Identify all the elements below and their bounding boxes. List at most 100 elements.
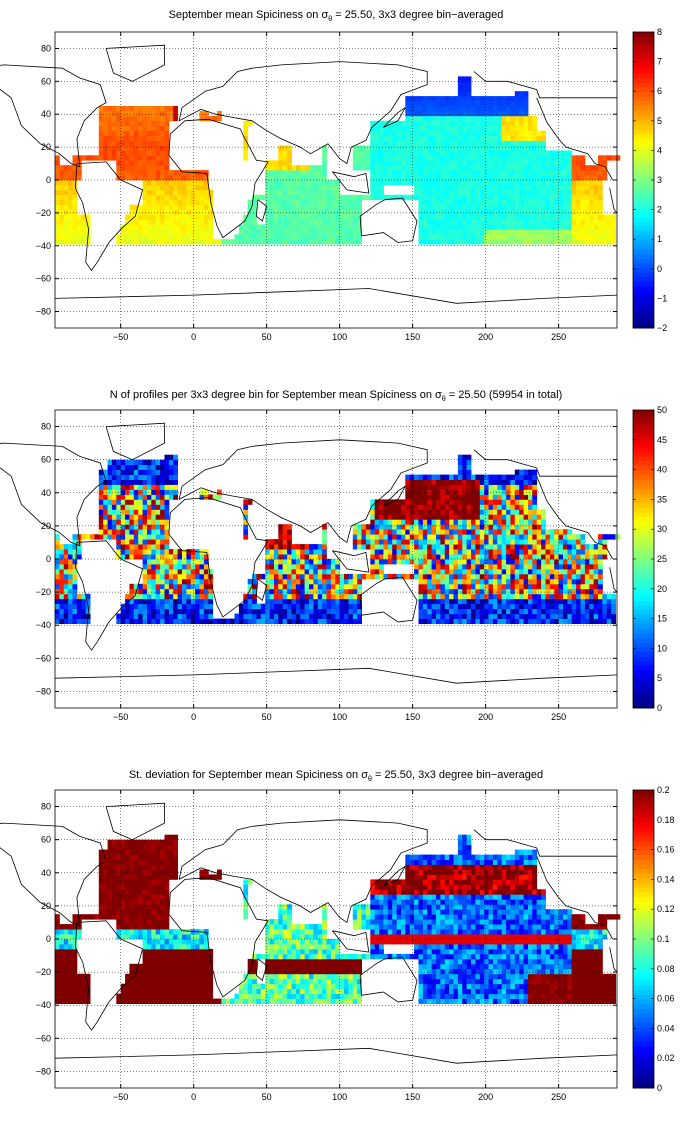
heatmap-cell [282, 175, 288, 181]
heatmap-cell [453, 96, 459, 102]
heatmap-cell [168, 464, 174, 470]
heatmap-cell [274, 194, 279, 201]
heatmap-cell [457, 564, 463, 570]
heatmap-cell [475, 573, 481, 580]
heatmap-cell [436, 489, 441, 495]
heatmap-cell [497, 204, 503, 210]
heatmap-cell [532, 554, 538, 560]
heatmap-cell [466, 184, 472, 191]
heatmap-cell [444, 578, 450, 585]
heatmap-cell [177, 549, 183, 555]
heatmap-cell [457, 115, 463, 122]
heatmap-cell [475, 180, 481, 186]
heatmap-cell [396, 130, 402, 136]
heatmap-cell [186, 559, 192, 565]
heatmap-cell [436, 549, 441, 555]
heatmap-cell [501, 150, 507, 156]
heatmap-cell [339, 598, 345, 605]
heatmap-cell [523, 170, 529, 176]
heatmap-cell [98, 115, 104, 122]
heatmap-cell [471, 588, 476, 595]
heatmap-cell [313, 180, 319, 186]
heatmap-cell [501, 239, 507, 245]
heatmap-cell [488, 608, 494, 615]
heatmap-cell [116, 539, 122, 545]
heatmap-cell [357, 209, 362, 215]
heatmap-cell [523, 229, 529, 235]
heatmap-cell [414, 549, 419, 555]
heatmap-cell [396, 165, 402, 171]
heatmap-cell [541, 160, 546, 166]
heatmap-cell [418, 489, 424, 495]
colorbar-segment [633, 212, 654, 218]
heatmap-cell [269, 583, 275, 590]
heatmap-cell [133, 459, 139, 466]
heatmap-cell [602, 214, 608, 220]
grid-lines [55, 32, 617, 328]
heatmap-cell [471, 101, 476, 107]
heatmap-cell [571, 568, 577, 575]
heatmap-cell [475, 110, 481, 117]
heatmap-cell [414, 165, 419, 171]
heatmap-cell [370, 559, 376, 565]
heatmap-cell [471, 534, 476, 540]
heatmap-cell [291, 549, 297, 555]
heatmap-cell [313, 554, 319, 560]
heatmap-cell [379, 165, 384, 171]
heatmap-cell [528, 469, 533, 475]
heatmap-cell [457, 214, 463, 220]
heatmap-cell [484, 549, 489, 555]
heatmap-cell [120, 469, 126, 475]
heatmap-cell [173, 484, 178, 490]
heatmap-cell [396, 544, 402, 550]
heatmap-cell [414, 170, 419, 176]
heatmap-cell [532, 135, 538, 141]
heatmap-cell [287, 529, 292, 535]
heatmap-cell [506, 224, 511, 230]
heatmap-cell [514, 514, 520, 520]
heatmap-cell [147, 618, 152, 624]
heatmap-cell [164, 613, 170, 619]
heatmap-cell [528, 499, 533, 505]
heatmap-cell [466, 559, 472, 565]
heatmap-cell [295, 209, 301, 215]
heatmap-cell [260, 234, 266, 240]
heatmap-cell [606, 219, 612, 225]
heatmap-cell [379, 155, 384, 161]
heatmap-cell [147, 608, 152, 615]
heatmap-cell [164, 110, 170, 117]
heatmap-cell [523, 194, 529, 201]
heatmap-cell [536, 613, 542, 619]
heatmap-cell [471, 613, 476, 619]
heatmap-cell [536, 145, 542, 151]
heatmap-cell [457, 219, 463, 225]
heatmap-cell [453, 514, 459, 520]
heatmap-cell [177, 603, 183, 610]
heatmap-cell [457, 189, 463, 196]
heatmap-cell [602, 165, 608, 171]
heatmap-cell [243, 219, 249, 225]
heatmap-cell [142, 603, 148, 610]
heatmap-cell [422, 194, 428, 201]
heatmap-cell [199, 494, 205, 500]
heatmap-cell [278, 618, 284, 624]
heatmap-cell [567, 578, 573, 585]
heatmap-cell [431, 588, 437, 595]
heatmap-cell [536, 588, 542, 595]
heatmap-cell [164, 618, 170, 624]
heatmap-cell [462, 504, 468, 510]
heatmap-cell [322, 175, 327, 181]
heatmap-cell [55, 613, 60, 619]
heatmap-cell [313, 613, 319, 619]
heatmap-cell [427, 593, 432, 600]
heatmap-cell [370, 519, 376, 525]
heatmap-cell [151, 194, 157, 201]
heatmap-cell [471, 559, 476, 565]
heatmap-cell [182, 234, 187, 240]
heatmap-cell [523, 165, 529, 171]
heatmap-cell [453, 504, 459, 510]
heatmap-cell [466, 234, 472, 240]
heatmap-cell [155, 554, 161, 560]
heatmap-cell [199, 564, 205, 570]
heatmap-cell [335, 598, 341, 605]
